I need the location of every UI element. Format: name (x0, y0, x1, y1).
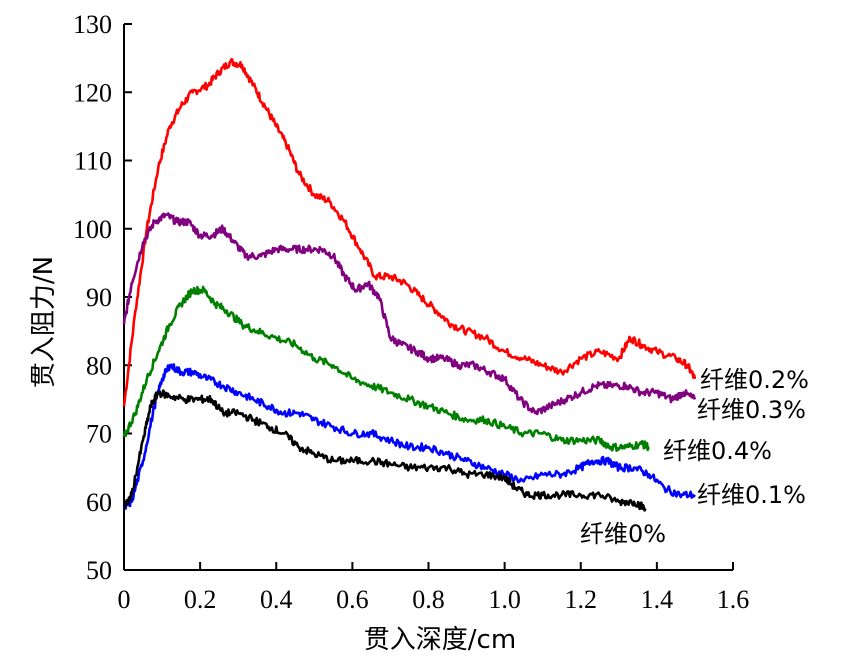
series-line (122, 363, 696, 510)
y-tick-label: 50 (86, 556, 112, 585)
x-tick-label: 1.4 (641, 585, 674, 614)
y-tick-label: 100 (73, 215, 112, 244)
x-tick-label: 0.4 (260, 585, 293, 614)
series-label: 纤维0.3% (697, 396, 806, 424)
y-tick-label: 120 (73, 78, 112, 107)
series-labels: 纤维0.2%纤维0.3% 纤维0.4% 纤维0.1% 纤维0% (580, 366, 809, 548)
series-lines (122, 58, 697, 512)
y-tick-label: 60 (86, 488, 112, 517)
y-tick-label: 130 (73, 10, 112, 39)
series-line (122, 212, 697, 416)
x-tick-label: 0.2 (184, 585, 217, 614)
x-axis-title: 贯入深度/cm (364, 625, 516, 655)
series-label: 纤维0.4% (663, 437, 772, 465)
x-tick-label: 0 (118, 585, 131, 614)
y-axis-title: 贯入阻力/N (29, 256, 59, 388)
x-tick-label: 0.8 (412, 585, 445, 614)
y-tick-label: 90 (86, 283, 112, 312)
series-line (122, 285, 650, 452)
series-line (123, 389, 647, 512)
y-tick-label: 80 (86, 351, 112, 380)
series-label: 纤维0% (580, 520, 666, 548)
x-tick-label: 1.6 (717, 585, 750, 614)
y-tick-label: 110 (74, 147, 112, 176)
y-tick-label: 70 (86, 420, 112, 449)
x-tick-label: 1.2 (565, 585, 598, 614)
x-tick-label: 0.6 (336, 585, 369, 614)
series-label: 纤维0.1% (697, 481, 806, 509)
x-tick-label: 1.0 (488, 585, 521, 614)
series-label: 纤维0.2% (700, 366, 809, 394)
series-line (122, 58, 697, 407)
axes: 50 60 70 80 90 100 110 120 130 0 0.2 0.4 0.6 0.8 1.0 1.… (73, 10, 749, 614)
